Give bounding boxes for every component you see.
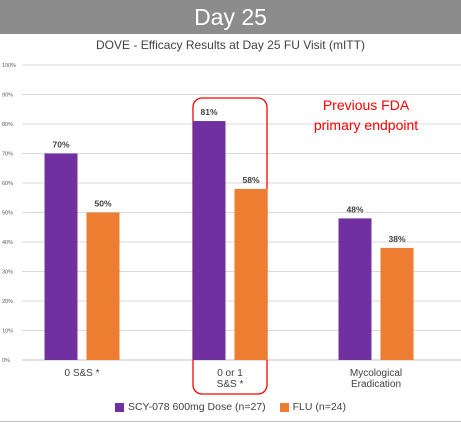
annotation-text: Previous FDA	[323, 97, 410, 113]
data-label: 38%	[388, 234, 405, 244]
y-tick-label: 50%	[2, 211, 13, 217]
legend-label-series-2: FLU (n=24)	[292, 401, 347, 413]
x-tick-label: Mycological	[350, 368, 402, 379]
bottom-divider	[0, 421, 461, 422]
bar	[44, 153, 78, 360]
x-tick-label: 0 S&S *	[64, 368, 99, 379]
legend-label-series-1: SCY-078 600mg Dose (n=27)	[127, 401, 266, 413]
data-label: 81%	[200, 107, 217, 117]
bar	[234, 188, 268, 360]
data-label: 48%	[346, 204, 363, 214]
bar	[192, 121, 226, 360]
legend-item-series-1: SCY-078 600mg Dose (n=27)	[114, 401, 266, 413]
bar	[338, 218, 372, 360]
y-tick-label: 10%	[2, 329, 13, 335]
slide-banner: Day 25	[0, 0, 461, 34]
y-tick-label: 60%	[2, 181, 13, 187]
chart-title: DOVE - Efficacy Results at Day 25 FU Vis…	[96, 38, 365, 52]
y-tick-label: 70%	[2, 152, 13, 158]
bar	[86, 212, 120, 360]
x-tick-label: S&S *	[217, 379, 244, 390]
y-tick-label: 0%	[2, 358, 10, 364]
y-tick-label: 80%	[2, 122, 13, 128]
legend-swatch-series-2	[279, 402, 289, 412]
y-tick-label: 30%	[2, 270, 13, 276]
x-tick-label: 0 or 1	[217, 368, 243, 379]
data-label: 58%	[242, 175, 259, 185]
y-tick-label: 90%	[2, 93, 13, 99]
y-tick-label: 100%	[2, 63, 16, 69]
x-tick-label: Eradication	[351, 379, 401, 390]
chart-legend: SCY-078 600mg Dose (n=27) FLU (n=24)	[0, 401, 461, 413]
data-label: 50%	[94, 199, 111, 209]
data-label: 70%	[52, 140, 69, 150]
slide-title: Day 25	[194, 3, 267, 30]
legend-swatch-series-1	[114, 402, 124, 412]
y-tick-label: 40%	[2, 240, 13, 246]
legend-item-series-2: FLU (n=24)	[279, 401, 347, 413]
annotation-text: primary endpoint	[314, 117, 418, 133]
bar	[380, 247, 414, 360]
y-tick-label: 20%	[2, 299, 13, 305]
